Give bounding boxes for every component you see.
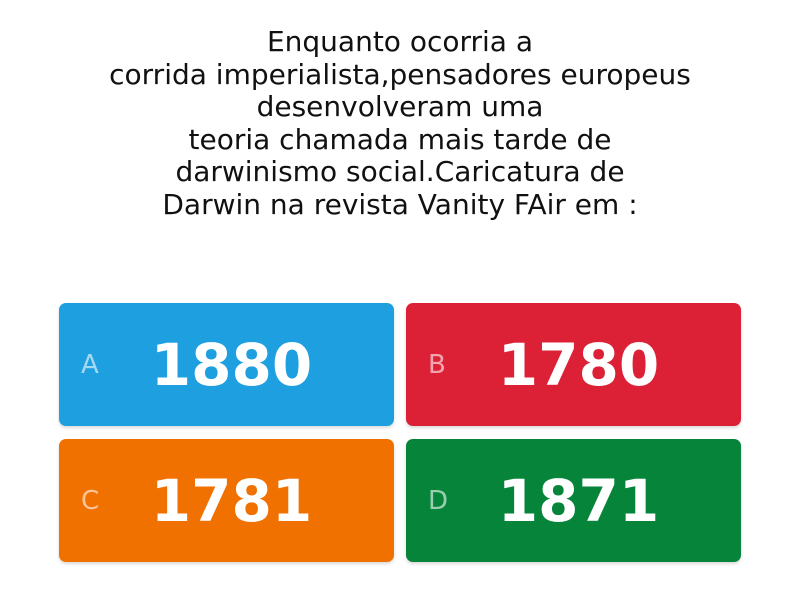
option-value: 1880: [150, 330, 313, 399]
option-value: 1871: [497, 466, 660, 535]
option-letter: B: [428, 349, 446, 380]
answer-option-b[interactable]: B 1780: [406, 303, 741, 426]
question-text: Enquanto ocorria a corrida imperialista,…: [20, 25, 780, 221]
answer-option-c[interactable]: C 1781: [59, 439, 394, 562]
option-letter: C: [81, 485, 100, 516]
question-line: darwinismo social.Caricatura de: [175, 155, 625, 188]
option-letter: D: [428, 485, 449, 516]
answer-option-a[interactable]: A 1880: [59, 303, 394, 426]
question-line: corrida imperialista,pensadores europeus: [109, 57, 691, 91]
option-letter: A: [81, 349, 99, 380]
answer-option-d[interactable]: D 1871: [406, 439, 741, 562]
option-value: 1781: [150, 466, 313, 535]
question-line: desenvolveram uma: [256, 90, 544, 123]
option-value: 1780: [497, 330, 660, 399]
question-line: Enquanto ocorria a: [266, 25, 534, 58]
question-line: teoria chamada mais tarde de: [188, 122, 612, 156]
question-line: Darwin na revista Vanity FAir em :: [162, 187, 638, 221]
